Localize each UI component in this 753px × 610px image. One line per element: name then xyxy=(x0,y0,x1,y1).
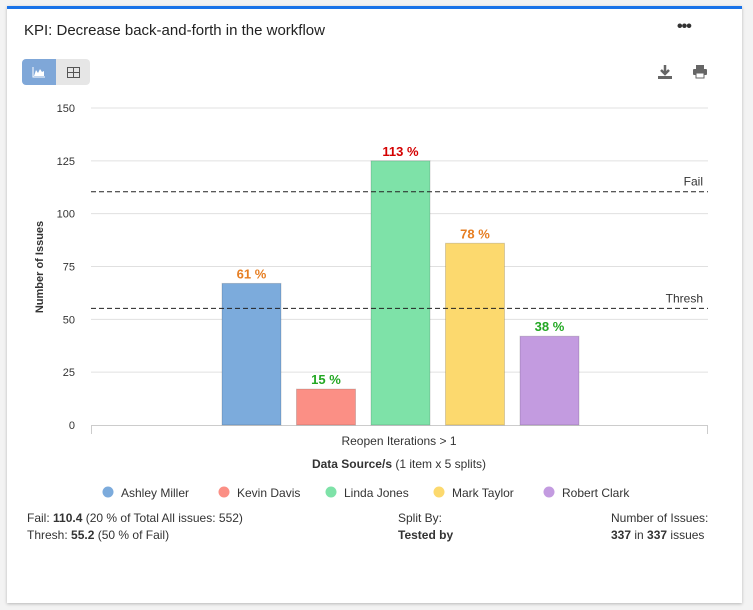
y-axis-title: Number of Issues xyxy=(34,221,46,313)
thresh-label: Thresh: xyxy=(27,528,72,542)
y-tick-label: 25 xyxy=(63,367,75,379)
y-tick-label: 50 xyxy=(63,314,75,326)
legend-marker xyxy=(325,486,337,498)
legend-marker xyxy=(543,486,555,498)
bar-data-label: 61 % xyxy=(237,266,267,281)
issues-in: in xyxy=(631,528,648,542)
x-category-label: Reopen Iterations > 1 xyxy=(341,434,456,448)
bar-mark-taylor xyxy=(445,242,505,426)
legend-item: Linda Jones xyxy=(344,486,409,500)
fail-thresh-info: Fail: 110.4 (20 % of Total All issues: 5… xyxy=(27,510,243,544)
thresh-value: 55.2 xyxy=(71,528,95,542)
x-axis-title: Data Source/s (1 item x 5 splits) xyxy=(312,457,486,471)
y-tick-label: 100 xyxy=(57,209,75,221)
legend-item: Mark Taylor xyxy=(452,486,514,500)
fail-value: 110.4 xyxy=(53,511,83,525)
legend-item: Ashley Miller xyxy=(121,486,189,500)
thresh-note: (50 % of Fail) xyxy=(94,528,170,542)
y-tick-label: 75 xyxy=(63,262,75,274)
reference-line-label: Thresh xyxy=(666,291,703,305)
bar-data-label: 38 % xyxy=(535,319,565,334)
download-icon[interactable] xyxy=(658,64,672,82)
issues-info: Number of Issues: 337 in 337 issues xyxy=(611,510,708,544)
print-icon[interactable] xyxy=(693,64,707,82)
reference-line-label: Fail xyxy=(684,175,703,189)
area-chart-icon[interactable] xyxy=(22,59,56,85)
legend-item: Robert Clark xyxy=(562,486,630,500)
bar-robert-clark xyxy=(519,335,580,426)
issues-suffix: issues xyxy=(667,528,705,542)
issues-total: 337 xyxy=(647,528,668,542)
split-info: Split By: Tested by xyxy=(398,510,453,544)
issues-count: 337 xyxy=(611,528,632,542)
legend-marker xyxy=(218,486,230,498)
y-tick-label: 150 xyxy=(57,103,75,115)
bar-data-label: 113 % xyxy=(382,144,419,159)
page-title: KPI: Decrease back-and-forth in the work… xyxy=(24,22,325,39)
legend-item: Kevin Davis xyxy=(237,486,300,500)
bar-linda-jones xyxy=(370,160,431,426)
bar-kevin-davis xyxy=(296,388,356,426)
fail-note: (20 % of Total All issues: 552) xyxy=(82,511,243,525)
split-label: Split By: xyxy=(398,511,443,525)
table-icon[interactable] xyxy=(56,59,90,85)
split-value: Tested by xyxy=(398,528,454,542)
issues-label: Number of Issues: xyxy=(611,511,709,525)
legend-marker xyxy=(433,486,445,498)
view-toggle xyxy=(22,59,90,85)
fail-label: Fail: xyxy=(27,511,54,525)
ellipsis-icon[interactable]: ••• xyxy=(677,18,692,35)
bar-ashley-miller xyxy=(221,282,282,426)
legend-marker xyxy=(102,486,114,498)
bar-data-label: 78 % xyxy=(460,226,490,241)
y-tick-label: 125 xyxy=(57,156,75,168)
y-tick-label: 0 xyxy=(69,420,75,432)
bar-data-label: 15 % xyxy=(311,372,341,387)
